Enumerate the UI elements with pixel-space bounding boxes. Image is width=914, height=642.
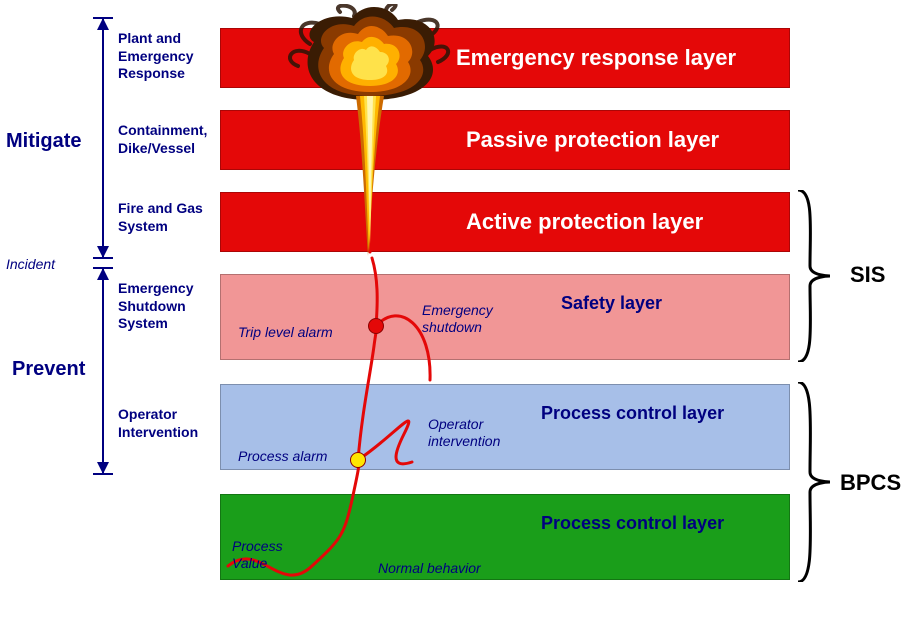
anno-process-alarm: Process alarm: [238, 448, 327, 465]
process-dot: [350, 452, 366, 468]
trip-dot: [368, 318, 384, 334]
diagram-canvas: Emergency response layer Passive protect…: [0, 0, 914, 642]
anno-operator-intervention: Operator intervention: [428, 416, 500, 450]
anno-normal-behavior: Normal behavior: [378, 560, 481, 577]
explosion-icon: [280, 4, 460, 264]
anno-trip-level-alarm: Trip level alarm: [238, 324, 333, 341]
anno-process-value: Process Value: [232, 538, 283, 572]
anno-emergency-shutdown: Emergency shutdown: [422, 302, 493, 336]
